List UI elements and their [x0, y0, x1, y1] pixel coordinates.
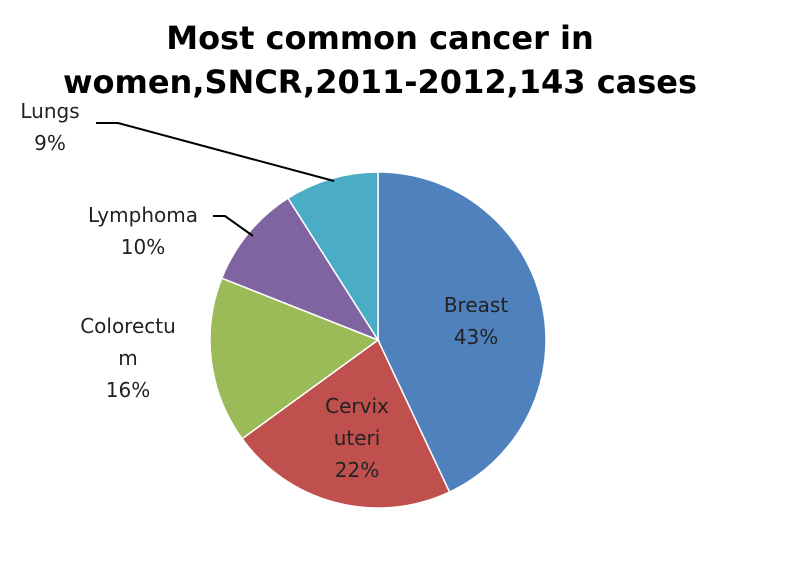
pie-slice-colorectum — [209, 277, 380, 440]
pie-slices — [209, 171, 547, 509]
chart-title-line-2: women,SNCR,2011-2012,143 cases — [62, 63, 698, 101]
chart-title: Most common cancer in women,SNCR,2011-20… — [0, 16, 760, 104]
slice-label-line: Cervix — [325, 394, 389, 418]
pie-slice-cervix-uteri — [241, 338, 451, 509]
slice-label-line: 16% — [106, 378, 150, 402]
leader-lines — [96, 122, 335, 237]
slice-label-lungs: Lungs 9% — [20, 99, 79, 155]
pie-slice-breast — [377, 171, 547, 494]
slice-label-line: 22% — [335, 458, 379, 482]
leader-line-lungs — [96, 122, 335, 182]
slice-label-line: 10% — [121, 235, 165, 259]
slice-label-line: 43% — [454, 325, 498, 349]
pie-slice-lungs — [286, 171, 379, 343]
slice-label-breast: Breast 43% — [444, 293, 508, 349]
slice-label-line: Colorectu — [80, 314, 176, 338]
slice-labels: Breast 43% Cervix uteri 22% Colorectu m 16% Lymp… — [20, 99, 508, 482]
slice-label-line: uteri — [334, 426, 381, 450]
slice-label-colorectum: Colorectu m 16% — [80, 314, 176, 402]
slice-label-lymphoma: Lymphoma 10% — [88, 203, 198, 259]
slice-label-line: Breast — [444, 293, 508, 317]
slice-label-cervix-uteri: Cervix uteri 22% — [325, 394, 389, 482]
leader-line-lymphoma — [213, 215, 254, 237]
slice-label-line: 9% — [34, 131, 66, 155]
slice-label-line: m — [118, 346, 137, 370]
slice-label-line: Lymphoma — [88, 203, 198, 227]
chart-title-line-1: Most common cancer in — [166, 19, 594, 57]
slice-label-line: Lungs — [20, 99, 79, 123]
